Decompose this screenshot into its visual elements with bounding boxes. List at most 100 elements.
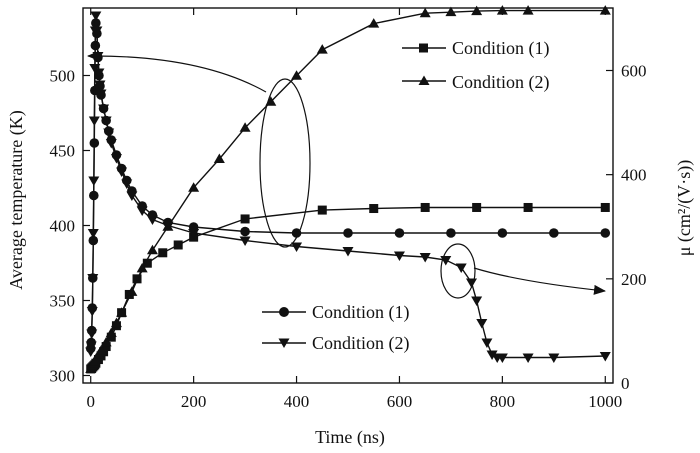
data-point-triangle-down <box>86 307 98 317</box>
x-axis-title: Time (ns) <box>315 427 385 448</box>
data-point-triangle-down <box>105 139 117 149</box>
data-point-triangle-up <box>471 5 483 16</box>
data-point-square <box>173 240 183 250</box>
legend-square-marker <box>419 43 428 53</box>
tick-layer: 0 200 400 600 800 1000 300 350 400 450 500 0 200 400 6… <box>50 8 647 411</box>
data-point-circle <box>497 228 508 238</box>
data-point-triangle-down <box>98 104 110 114</box>
callout-arrow-to-right-axis <box>473 267 606 295</box>
right-y-axis-title: μ (cm²/(V·s)) <box>674 160 695 257</box>
data-point-triangle-up <box>265 96 277 106</box>
y-right-tick-label: 600 <box>621 62 647 81</box>
data-point-triangle-down <box>100 116 112 126</box>
data-point-triangle-up <box>239 122 251 132</box>
data-point-triangle-up <box>105 327 117 337</box>
data-point-triangle-down <box>116 167 128 177</box>
data-point-triangle-down <box>481 338 493 348</box>
data-point-square <box>158 248 168 258</box>
data-point-triangle-down <box>110 154 122 164</box>
callout-arrow-to-left-axis <box>87 50 267 93</box>
data-point-triangle-up <box>126 286 138 296</box>
data-point-circle <box>343 228 353 238</box>
data-point-triangle-down <box>88 176 100 186</box>
y-right-tick-label: 0 <box>621 374 630 393</box>
legend-label-condition-2-triangle-up: Condition (2) <box>452 72 550 93</box>
data-point-triangle-up <box>445 6 457 17</box>
data-point-triangle-down <box>146 215 158 225</box>
data-point-square <box>600 202 610 212</box>
data-point-circle <box>394 228 405 238</box>
data-point-square <box>101 342 111 352</box>
data-point-triangle-down <box>87 229 99 239</box>
callout-ellipse-right-axis <box>259 78 311 248</box>
data-point-triangle-down <box>486 350 498 360</box>
data-point-triangle-up <box>213 153 225 164</box>
series-triangle-up-right <box>85 5 611 373</box>
data-point-triangle-up <box>368 18 380 28</box>
legend-label-condition-2-triangle-down: Condition (2) <box>312 333 410 354</box>
data-point-triangle-down <box>85 347 97 357</box>
data-point-triangle-down <box>87 274 99 284</box>
data-point-triangle-down <box>455 263 467 273</box>
legend-entry-condition-2-triangle-up: Condition (2) <box>402 72 550 93</box>
data-point-triangle-down <box>94 80 106 90</box>
data-point-circle <box>446 228 456 238</box>
legend-entry-condition-1-square: Condition (1) <box>402 38 550 59</box>
data-point-triangle-down <box>88 116 100 126</box>
data-point-square <box>523 202 533 212</box>
data-point-circle <box>291 228 302 238</box>
x-tick-label: 400 <box>284 392 310 411</box>
left-y-axis-title: Average temperature (K) <box>6 110 27 290</box>
data-point-triangle-down <box>90 11 102 21</box>
data-point-triangle-down <box>476 319 488 329</box>
data-point-square <box>472 202 482 212</box>
series-triangle-down-left <box>85 11 611 363</box>
data-point-triangle-up <box>95 345 107 355</box>
data-point-triangle-down <box>419 253 431 263</box>
y-right-tick-label: 200 <box>621 270 647 289</box>
data-point-triangle-down <box>393 251 405 261</box>
x-tick-label: 600 <box>387 392 413 411</box>
legend-label-condition-1-circle: Condition (1) <box>312 302 410 323</box>
data-point-square <box>240 214 250 224</box>
data-point-triangle-down <box>239 236 251 246</box>
x-tick-label: 200 <box>181 392 207 411</box>
data-point-triangle-up <box>188 182 200 192</box>
legend-left-axis: Condition (1) Condition (2) <box>262 302 410 354</box>
legend-right-axis: Condition (1) Condition (2) <box>402 38 550 93</box>
data-point-square <box>369 204 379 214</box>
legend-entry-condition-1-circle: Condition (1) <box>262 302 410 323</box>
x-tick-label: 0 <box>86 392 95 411</box>
legend-triangle-up-marker <box>418 75 430 85</box>
data-point-triangle-down <box>93 68 105 78</box>
callout-ellipse-left-axis <box>440 243 476 299</box>
data-point-triangle-down <box>465 278 477 288</box>
annotations <box>87 50 606 299</box>
data-point-square <box>317 205 327 215</box>
y-left-tick-label: 400 <box>50 217 76 236</box>
data-point-triangle-down <box>471 296 483 306</box>
data-point-triangle-down <box>86 329 98 339</box>
y-left-tick-label: 350 <box>50 292 76 311</box>
data-point-triangle-down <box>291 242 303 252</box>
data-point-triangle-up <box>100 336 112 347</box>
data-point-triangle-down <box>91 26 103 36</box>
data-point-triangle-down <box>188 229 200 239</box>
data-point-square <box>142 258 152 268</box>
data-point-triangle-down <box>136 206 148 216</box>
data-point-triangle-down <box>85 341 97 351</box>
y-right-tick-label: 400 <box>621 166 647 185</box>
data-point-triangle-down <box>126 191 138 201</box>
data-point-triangle-up <box>316 44 328 54</box>
data-point-square <box>106 332 116 342</box>
legend-circle-marker <box>279 307 289 317</box>
data-point-triangle-down <box>440 256 452 266</box>
data-point-triangle-down <box>95 89 107 99</box>
data-point-triangle-down <box>121 179 133 189</box>
data-point-triangle-up <box>136 262 148 273</box>
data-point-triangle-down <box>103 128 115 138</box>
data-point-triangle-up <box>110 317 122 328</box>
x-tick-label: 1000 <box>588 392 622 411</box>
series-layer <box>85 5 611 374</box>
